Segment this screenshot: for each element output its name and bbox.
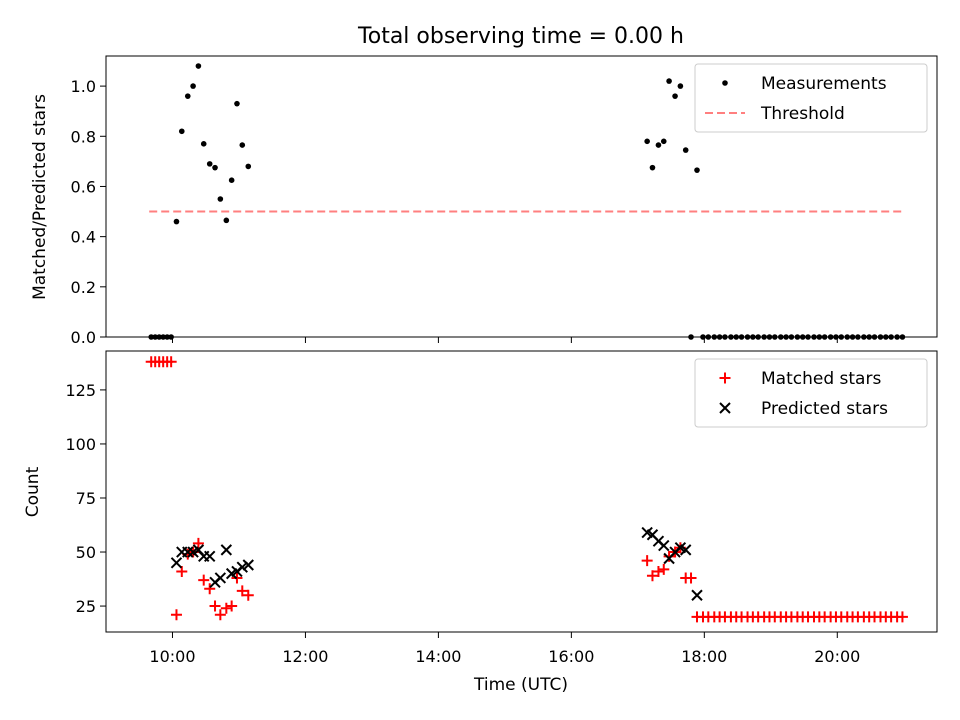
matched-star-point (176, 565, 188, 577)
matched-star-point (165, 356, 177, 368)
x-tick-label: 10:00 (149, 647, 195, 666)
matched-star-point (192, 537, 204, 549)
matched-star-point (641, 555, 653, 567)
measurement-point (682, 147, 689, 153)
matched-star-point (685, 572, 697, 584)
bottom-panel: 25 50 75 100 125 10:00 12:00 14:00 16:00 18:00 20:… (65, 350, 938, 666)
chart-title: Total observing time = 0.00 h (357, 24, 684, 49)
top-panel-y-label: Matched/Predicted stars (30, 94, 50, 300)
top-y-tick-label: 1.0 (71, 77, 96, 96)
measurement-point (206, 161, 213, 167)
measurement-point (178, 128, 185, 135)
x-tick-label: 12:00 (282, 647, 328, 666)
predicted-star-point (220, 544, 233, 556)
measurement-point (677, 83, 684, 89)
x-tick-label: 14:00 (415, 647, 461, 666)
bottom-y-tick-label: 50 (76, 543, 96, 562)
bottom-y-tick-label: 25 (76, 597, 96, 616)
legend-measurement-swatch (722, 80, 728, 86)
legend-label: Matched stars (761, 369, 881, 389)
measurement-point (666, 78, 672, 84)
predicted-star-point (691, 589, 703, 601)
measurement-point (239, 142, 246, 148)
legend-matched-swatch (719, 372, 731, 384)
matched-star-point (220, 602, 232, 614)
x-tick-label: 18:00 (681, 647, 727, 666)
top-y-tick-label: 0.4 (71, 228, 96, 247)
matched-star-point (204, 583, 216, 595)
matched-star-point (236, 585, 248, 597)
matched-star-point (658, 563, 670, 575)
legend-box (694, 63, 928, 133)
predicted-star-point (679, 544, 692, 556)
matched-star-point (209, 600, 221, 612)
x-axis-label: Time (UTC) (473, 675, 568, 695)
predicted-star-point (242, 559, 254, 571)
top-legend: Measurements Threshold (694, 63, 928, 133)
measurement-point (694, 167, 700, 173)
measurement-point (644, 138, 650, 145)
bottom-y-tick-label: 100 (65, 435, 96, 454)
measurement-point (217, 196, 224, 202)
x-tick-label: 20:00 (814, 647, 860, 666)
bottom-legend: Matched stars Predicted stars (694, 358, 928, 428)
bottom-panel-frame (105, 350, 938, 633)
measurement-point (672, 93, 678, 99)
measurement-point (649, 164, 656, 171)
measurement-point (660, 138, 667, 145)
top-panel: 0.0 0.2 0.4 0.6 0.8 1.0 Measurements Threshold (71, 55, 938, 347)
measurement-point (228, 177, 235, 183)
matched-star-point (896, 611, 908, 623)
series-matched-stars (145, 356, 908, 623)
matched-star-point (198, 574, 210, 586)
measurement-point (173, 218, 180, 225)
legend-label: Threshold (760, 104, 845, 124)
bottom-y-tick-label: 125 (65, 381, 96, 400)
predicted-star-point (214, 572, 227, 584)
top-y-tick-label: 0.0 (71, 328, 96, 347)
top-panel-frame (105, 55, 938, 338)
matched-star-point (242, 589, 254, 601)
bottom-y-tick-label: 75 (76, 489, 96, 508)
measurement-point (245, 163, 252, 170)
matched-star-point (214, 609, 226, 621)
measurement-point (200, 141, 207, 147)
top-y-tick-label: 0.2 (71, 278, 96, 297)
measurement-point (234, 100, 240, 107)
predicted-star-point (204, 550, 216, 563)
bottom-panel-y-label: Count (23, 466, 43, 517)
measurement-point (190, 83, 196, 89)
legend-label: Predicted stars (761, 399, 888, 419)
matched-star-point (663, 550, 675, 562)
series-predicted-stars (170, 526, 703, 601)
measurement-point (223, 217, 230, 224)
matched-star-point (652, 565, 664, 577)
x-tick-label: 16:00 (548, 647, 594, 666)
matched-star-point (226, 600, 238, 612)
matched-star-point (170, 609, 182, 621)
series-measurements (148, 63, 906, 340)
measurement-point (184, 93, 191, 99)
matched-star-point (646, 570, 658, 582)
legend-label: Measurements (761, 74, 887, 94)
top-y-tick-label: 0.6 (71, 177, 96, 196)
top-y-tick-label: 0.8 (71, 127, 96, 146)
measurement-point (212, 164, 218, 171)
measurement-point (655, 142, 662, 148)
predicted-star-point (658, 539, 670, 552)
predicted-star-point (236, 561, 248, 573)
measurement-point (195, 63, 202, 69)
legend-predicted-swatch (719, 402, 731, 414)
predicted-star-point (170, 557, 183, 569)
legend-box (694, 358, 928, 428)
